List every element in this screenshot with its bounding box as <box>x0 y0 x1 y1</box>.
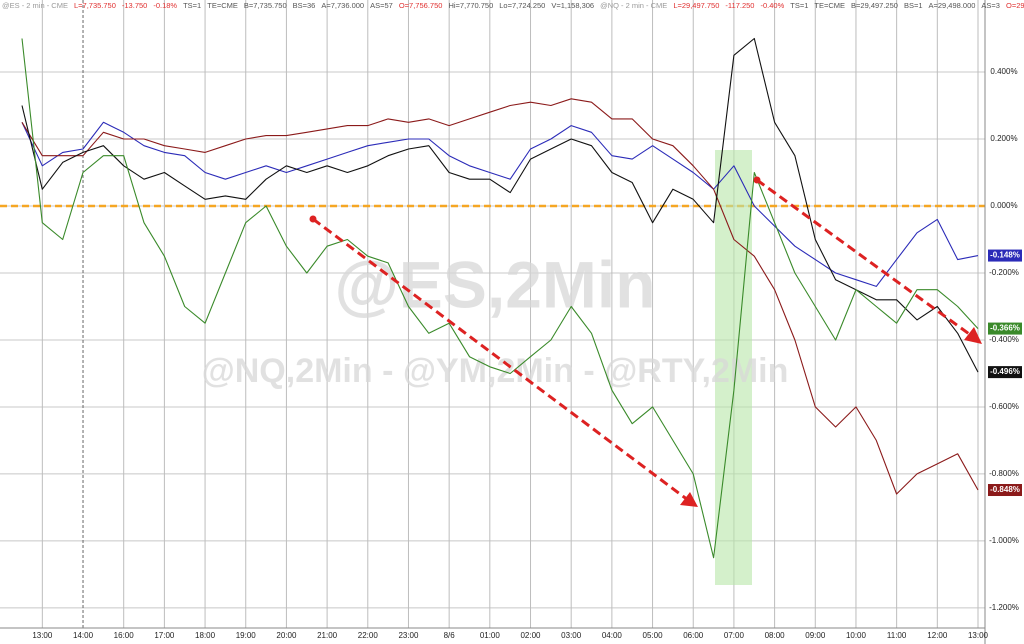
x-tick-label: 13:00 <box>32 631 53 640</box>
header-field: TS=1 <box>790 1 808 10</box>
x-tick-label: 17:00 <box>154 631 175 640</box>
header-field: TE=CME <box>207 1 238 10</box>
header-field: B=29,497.250 <box>851 1 898 10</box>
series-line <box>21 37 979 373</box>
header-field: O=29... <box>1006 1 1024 10</box>
x-tick-label: 8/6 <box>444 631 456 640</box>
value-label: -0.496% <box>990 367 1020 376</box>
series-line <box>21 121 979 287</box>
x-tick-label: 06:00 <box>683 631 704 640</box>
value-label-box <box>988 249 1022 262</box>
y-tick-label: -0.200% <box>989 268 1019 277</box>
highlight-band <box>715 150 752 585</box>
x-tick-label: 18:00 <box>195 631 216 640</box>
value-label: -0.148% <box>990 251 1020 260</box>
series-line <box>21 98 979 495</box>
header-field: @ES - 2 min - CME <box>2 1 68 10</box>
value-label: -0.366% <box>990 324 1020 333</box>
x-tick-label: 03:00 <box>561 631 582 640</box>
header-field: Lo=7,724.250 <box>499 1 545 10</box>
header-field: TE=CME <box>814 1 845 10</box>
y-tick-label: -0.800% <box>989 469 1019 478</box>
x-tick-label: 19:00 <box>236 631 257 640</box>
grid <box>0 0 985 628</box>
x-tick-label: 14:00 <box>73 631 94 640</box>
header-field: A=7,736.000 <box>321 1 364 10</box>
header-field: L=7,735.750 <box>74 1 116 10</box>
y-tick-label: 0.400% <box>990 67 1017 76</box>
y-tick-label: 0.200% <box>990 134 1017 143</box>
watermark-sub: @NQ,2Min - @YM,2Min - @RTY,2Min <box>202 352 789 390</box>
x-tick-label: 01:00 <box>480 631 501 640</box>
header-field: @NQ - 2 min - CME <box>600 1 667 10</box>
header-bar: @ES - 2 min - CME L=7,735.750 -13.750 -0.18… <box>2 1 1024 10</box>
header-field: O=7,756.750 <box>399 1 443 10</box>
x-tick-label: 21:00 <box>317 631 338 640</box>
x-tick-label: 23:00 <box>398 631 419 640</box>
header-field: BS=1 <box>904 1 923 10</box>
y-tick-label: -1.200% <box>989 603 1019 612</box>
axes: 0.400% 0.200% 0.000% -0.200% -0.400% -0.600% -… <box>32 67 1022 640</box>
header-field: -0.40% <box>760 1 784 10</box>
header-field: -117.250 <box>725 1 754 10</box>
header-field: AS=57 <box>370 1 393 10</box>
x-tick-label: 07:00 <box>724 631 745 640</box>
header-field: BS=36 <box>293 1 316 10</box>
x-tick-label: 10:00 <box>846 631 867 640</box>
y-tick-label: -0.400% <box>989 335 1019 344</box>
header-field: Hi=7,770.750 <box>448 1 493 10</box>
header-field: B=7,735.750 <box>244 1 287 10</box>
series-lines <box>21 37 979 559</box>
arrow-head <box>964 327 982 344</box>
x-tick-label: 16:00 <box>114 631 135 640</box>
x-tick-label: 05:00 <box>643 631 664 640</box>
series-line <box>21 38 979 559</box>
x-tick-label: 20:00 <box>276 631 297 640</box>
value-label: -0.848% <box>990 485 1020 494</box>
x-tick-label: 04:00 <box>602 631 623 640</box>
watermark-main: @ES,2Min <box>334 247 655 321</box>
header-field: V=1,158,306 <box>551 1 594 10</box>
value-label-box <box>988 484 1022 497</box>
x-tick-label: 11:00 <box>887 631 907 640</box>
y-tick-label: 0.000% <box>990 201 1017 210</box>
trend-arrow <box>312 217 689 502</box>
arrow-start <box>753 176 761 184</box>
y-tick-label: -0.600% <box>989 402 1019 411</box>
header-field: L=29,497.750 <box>673 1 719 10</box>
header-field: -13.750 <box>122 1 147 10</box>
header-field: AS=3 <box>981 1 1000 10</box>
header-field: -0.18% <box>153 1 177 10</box>
value-label-box <box>988 322 1022 335</box>
y-tick-label: -1.000% <box>989 536 1019 545</box>
x-tick-label: 02:00 <box>520 631 541 640</box>
x-tick-label: 12:00 <box>927 631 948 640</box>
trend-arrow <box>756 178 973 338</box>
x-tick-label: 08:00 <box>765 631 786 640</box>
header-field: TS=1 <box>183 1 201 10</box>
x-tick-label: 13:00 <box>968 631 989 640</box>
arrow-start <box>309 215 317 223</box>
header-field: A=29,498.000 <box>929 1 976 10</box>
x-tick-label: 09:00 <box>805 631 826 640</box>
arrow-head <box>680 492 698 507</box>
trend-arrows <box>312 178 973 502</box>
value-label-box <box>988 366 1022 379</box>
x-tick-label: 22:00 <box>358 631 379 640</box>
